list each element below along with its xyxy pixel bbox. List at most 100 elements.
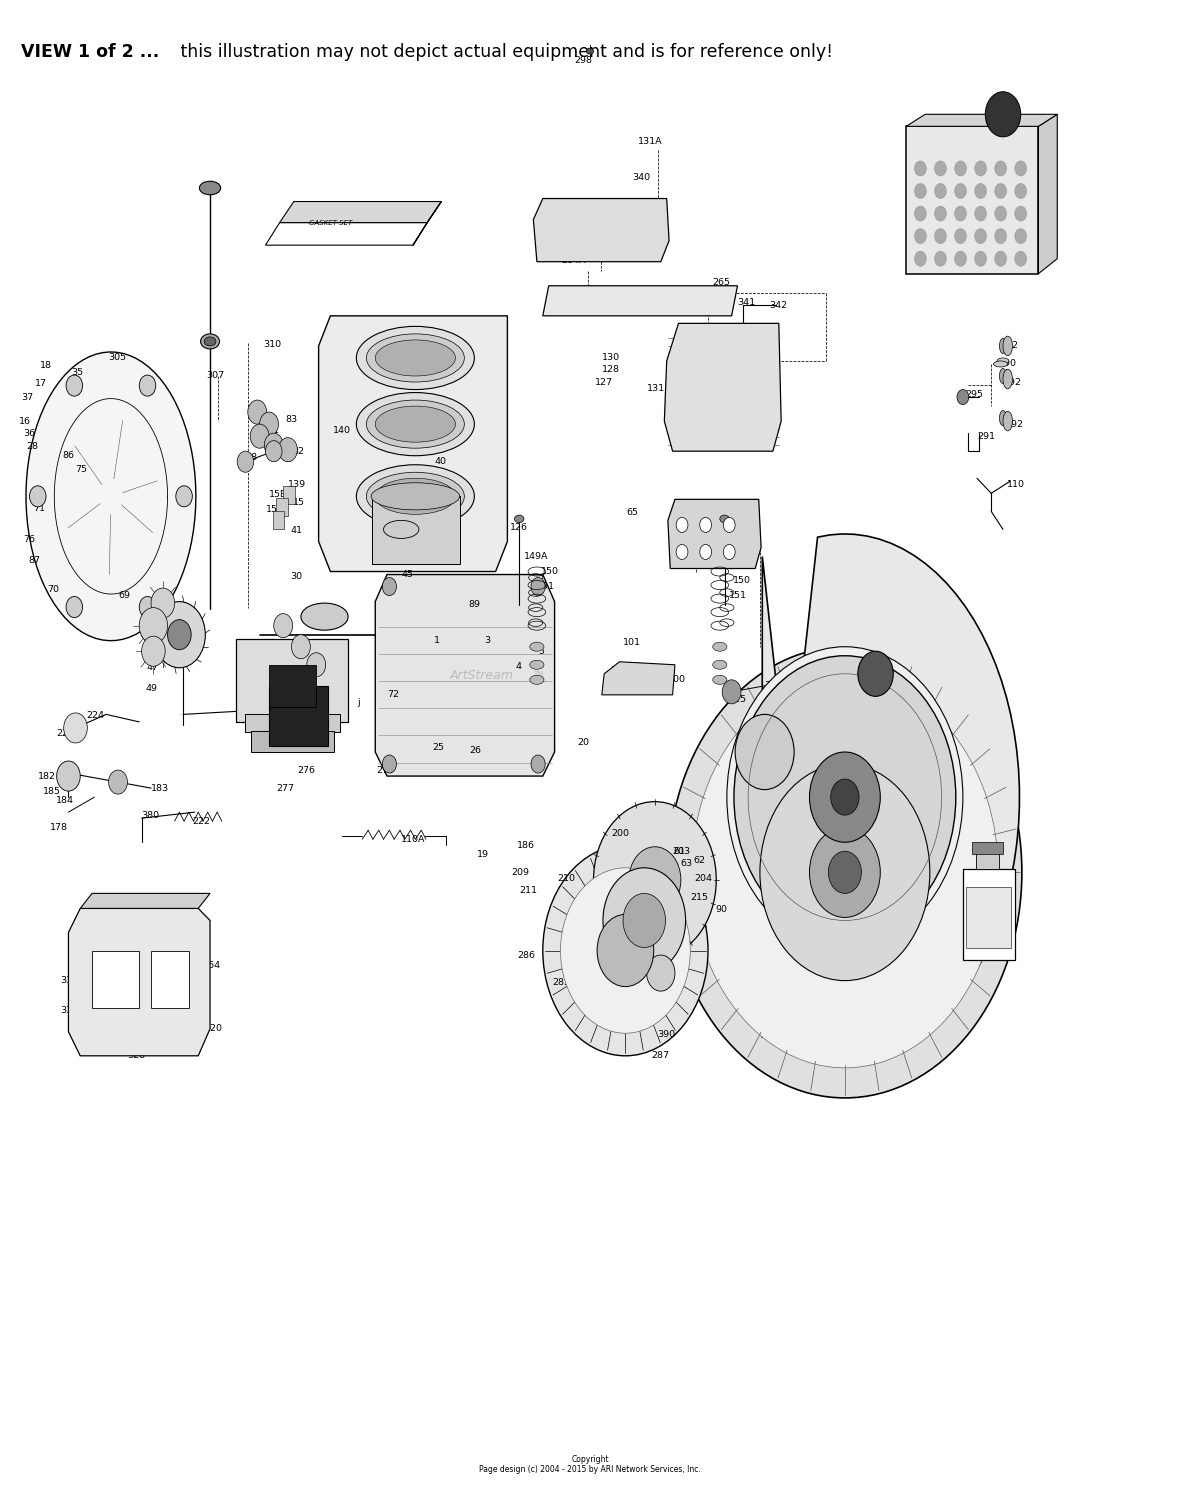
Bar: [283, 486, 295, 504]
Polygon shape: [602, 662, 675, 695]
Text: 223: 223: [57, 729, 74, 738]
Text: 203: 203: [673, 847, 690, 856]
Ellipse shape: [999, 368, 1007, 384]
Text: 380: 380: [142, 811, 159, 820]
Text: 276: 276: [297, 766, 315, 775]
Text: 3: 3: [484, 636, 490, 645]
Polygon shape: [668, 499, 761, 569]
Text: 80: 80: [250, 408, 262, 417]
Circle shape: [995, 229, 1007, 244]
Text: 28: 28: [26, 442, 38, 451]
Text: 131A: 131A: [638, 137, 663, 146]
Text: 222: 222: [192, 817, 210, 826]
Circle shape: [603, 868, 686, 973]
Text: 277: 277: [276, 784, 294, 793]
Circle shape: [139, 374, 156, 396]
Text: 86: 86: [63, 451, 74, 460]
Text: 126: 126: [510, 523, 527, 532]
Text: 92: 92: [583, 981, 595, 990]
Bar: [269, 686, 328, 746]
Circle shape: [543, 203, 555, 218]
Text: 127: 127: [595, 378, 612, 387]
Circle shape: [734, 656, 956, 938]
Bar: [963, 869, 1015, 960]
Text: 110A: 110A: [401, 835, 426, 844]
Circle shape: [266, 441, 282, 462]
Circle shape: [531, 578, 545, 596]
Circle shape: [676, 544, 688, 559]
Circle shape: [260, 412, 278, 436]
Circle shape: [643, 244, 655, 259]
Circle shape: [995, 206, 1007, 221]
Text: 102: 102: [611, 666, 629, 675]
Text: 351: 351: [863, 692, 880, 701]
Circle shape: [809, 827, 880, 917]
Text: 211: 211: [519, 886, 537, 895]
Text: 63: 63: [681, 859, 693, 868]
Ellipse shape: [530, 660, 544, 669]
Text: 169: 169: [244, 656, 262, 665]
Text: 215: 215: [690, 893, 708, 902]
Text: 370A: 370A: [932, 800, 957, 809]
Polygon shape: [80, 893, 210, 908]
Ellipse shape: [356, 326, 474, 390]
Circle shape: [248, 400, 267, 424]
Text: 129: 129: [684, 359, 702, 368]
Text: 151: 151: [729, 591, 747, 600]
Text: 150: 150: [540, 567, 558, 576]
Text: 370D: 370D: [576, 224, 602, 233]
Circle shape: [1015, 161, 1027, 176]
Text: 30: 30: [290, 572, 302, 581]
Circle shape: [955, 251, 966, 266]
Circle shape: [809, 752, 880, 842]
Ellipse shape: [997, 358, 1009, 364]
Text: 139: 139: [288, 480, 306, 489]
Circle shape: [957, 390, 969, 405]
Ellipse shape: [1003, 337, 1012, 356]
Ellipse shape: [371, 483, 459, 510]
Text: 71: 71: [33, 504, 45, 513]
Text: 200: 200: [611, 829, 629, 838]
Text: 81: 81: [268, 426, 280, 435]
Bar: [251, 731, 334, 752]
Text: 292: 292: [1005, 420, 1023, 429]
Text: 82: 82: [293, 447, 304, 456]
Text: 186: 186: [517, 841, 535, 850]
Polygon shape: [1038, 114, 1057, 274]
Text: 285: 285: [552, 978, 570, 987]
Text: 301: 301: [1029, 206, 1047, 215]
Circle shape: [151, 588, 175, 618]
Circle shape: [139, 597, 156, 618]
Text: 281: 281: [902, 713, 919, 722]
Text: 70: 70: [47, 585, 59, 594]
Polygon shape: [533, 199, 669, 262]
Polygon shape: [26, 352, 196, 641]
Circle shape: [691, 677, 998, 1068]
Text: 50: 50: [150, 621, 162, 630]
Bar: [92, 951, 139, 1008]
Text: this illustration may not depict actual equipment and is for reference only!: this illustration may not depict actual …: [175, 44, 833, 60]
Circle shape: [176, 486, 192, 507]
Text: 90: 90: [715, 905, 727, 914]
Ellipse shape: [366, 472, 464, 520]
Text: 5: 5: [538, 647, 544, 656]
Circle shape: [975, 183, 986, 199]
Ellipse shape: [713, 660, 727, 669]
Circle shape: [995, 251, 1007, 266]
Text: 41: 41: [290, 526, 302, 535]
Text: 328: 328: [127, 1051, 145, 1060]
Ellipse shape: [384, 520, 419, 538]
Ellipse shape: [986, 110, 1020, 131]
Ellipse shape: [1003, 412, 1012, 432]
Ellipse shape: [301, 603, 348, 630]
Text: 4: 4: [516, 662, 522, 671]
Circle shape: [250, 424, 269, 448]
Bar: [372, 496, 460, 564]
Ellipse shape: [199, 182, 221, 196]
Text: 19: 19: [477, 850, 489, 859]
Ellipse shape: [999, 411, 1007, 426]
Circle shape: [955, 161, 966, 176]
Text: 76: 76: [24, 535, 35, 544]
Text: VIEW 1 of 2 ...: VIEW 1 of 2 ...: [21, 44, 159, 60]
Circle shape: [955, 183, 966, 199]
